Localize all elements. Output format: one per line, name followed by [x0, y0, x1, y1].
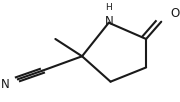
- Text: H: H: [105, 3, 112, 12]
- Text: N: N: [104, 15, 113, 28]
- Text: O: O: [170, 7, 179, 20]
- Text: N: N: [1, 78, 10, 91]
